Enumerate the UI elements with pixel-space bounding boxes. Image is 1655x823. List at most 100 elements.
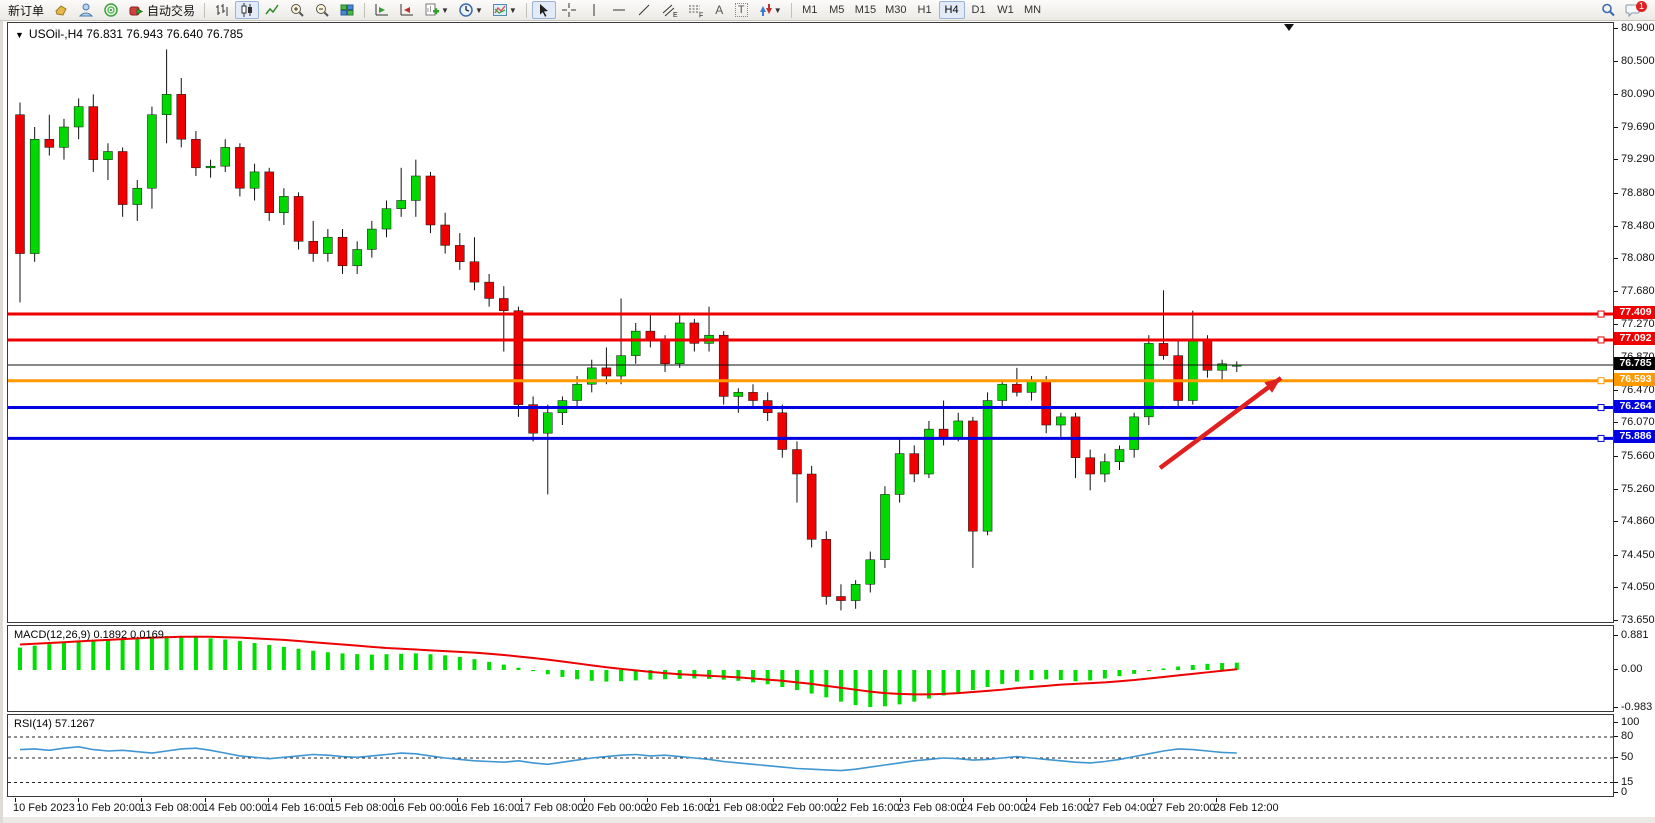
arrows-tool-button[interactable]: ▼	[753, 1, 786, 19]
zoom-in-button[interactable]	[285, 1, 309, 19]
price-tick-tickmark	[1614, 159, 1618, 161]
time-tickmark	[520, 798, 522, 802]
channel-tool-button[interactable]: E	[657, 1, 682, 19]
chart-title: ▼ USOil-,H4 76.831 76.943 76.640 76.785	[15, 27, 243, 41]
notifications-button[interactable]: 1	[1621, 1, 1647, 19]
price-tick-tickmark	[1614, 422, 1618, 424]
horizontal-line-tool-button[interactable]	[607, 1, 631, 19]
timeframe-button-m30[interactable]: M30	[885, 4, 907, 16]
level-price-badge: 77.409	[1614, 306, 1655, 320]
time-axis-label: 22 Feb 00:00	[771, 802, 837, 814]
timeframe-button-h1[interactable]: H1	[917, 4, 932, 16]
price-tick: 77.680	[1621, 284, 1655, 297]
rsi-label: RSI(14) 57.1267	[14, 718, 95, 730]
time-axis-label: 21 Feb 08:00	[708, 802, 774, 814]
price-tick-tickmark	[1614, 225, 1618, 227]
price-tick: 80.090	[1621, 88, 1655, 101]
macd-panel[interactable]: MACD(12,26,9) 0.1892 0.0169	[7, 625, 1614, 712]
macd-axis-tick-tickmark	[1614, 634, 1618, 636]
price-tick-tickmark	[1614, 94, 1618, 96]
timeframe-button-d1[interactable]: D1	[971, 4, 986, 16]
fibonacci-tool-glyph: F	[699, 13, 703, 19]
tile-windows-button[interactable]	[335, 1, 359, 19]
level-price-badge: 75.886	[1614, 430, 1655, 444]
current-price-badge: 76.785	[1614, 357, 1655, 370]
timeframe-button-mn[interactable]: MN	[1023, 4, 1042, 16]
macd-axis-tick-tickmark	[1614, 669, 1618, 670]
price-tick-tickmark	[1614, 258, 1618, 260]
time-axis-label: 27 Feb 20:00	[1150, 802, 1216, 814]
time-axis-label: 20 Feb 16:00	[645, 802, 710, 814]
price-tick: 76.070	[1621, 416, 1655, 429]
text-tool-glyph: A	[715, 3, 724, 17]
candlestick-chart-type-button[interactable]	[235, 1, 260, 19]
channel-tool-glyph: E	[673, 12, 678, 18]
trendline-tool-button[interactable]	[632, 1, 656, 19]
price-tick: 76.470	[1621, 383, 1655, 396]
auto-scroll-button[interactable]	[370, 1, 394, 19]
timeframe-button-h4[interactable]: H4	[938, 1, 965, 19]
level-price-badge: 76.593	[1614, 372, 1655, 386]
toolbar: 新订单 自动交易	[0, 0, 1655, 21]
price-chart-panel[interactable]: ▼ USOil-,H4 76.831 76.943 76.640 76.785	[7, 22, 1614, 623]
time-tickmark	[78, 798, 80, 802]
time-tickmark	[1089, 798, 1091, 802]
price-tick: 75.660	[1621, 449, 1655, 462]
time-tickmark	[899, 798, 901, 802]
rsi-plot[interactable]	[8, 715, 1613, 796]
time-axis-label: 24 Feb 00:00	[961, 802, 1026, 814]
line-chart-type-button[interactable]	[260, 1, 284, 19]
price-tick-tickmark	[1614, 587, 1618, 589]
price-axis[interactable]: 80.900 80.500 80.090 79.690 79.290 78.880 78.4…	[1614, 21, 1655, 798]
text-tool-button[interactable]: A	[709, 1, 730, 19]
price-tick: 78.480	[1621, 219, 1655, 232]
autotrading-button[interactable]: 自动交易	[124, 1, 199, 19]
periods-button[interactable]: ▼	[454, 1, 487, 19]
timeframe-button-m1[interactable]: M1	[802, 4, 818, 16]
price-tick-tickmark	[1614, 126, 1618, 128]
chart-shift-marker[interactable]	[1284, 24, 1294, 31]
timeframe-button-w1[interactable]: W1	[997, 4, 1014, 16]
timeframe-button-m15[interactable]: M15	[854, 4, 877, 16]
price-tick: 73.650	[1621, 614, 1655, 626]
time-tickmark	[267, 798, 269, 802]
signals-icon[interactable]	[99, 1, 123, 19]
price-tick-tickmark	[1614, 290, 1618, 292]
price-tick-tickmark	[1614, 389, 1618, 391]
rsi-axis-tick: 15	[1621, 775, 1634, 788]
macd-axis-tick: 0.00	[1621, 663, 1643, 675]
time-axis-label: 14 Feb 00:00	[202, 802, 268, 814]
price-tick: 79.690	[1621, 120, 1655, 133]
chevron-down-icon: ▼	[474, 5, 483, 15]
chart-title-text: USOil-,H4 76.831 76.943 76.640 76.785	[28, 27, 244, 41]
price-tick-tickmark	[1614, 620, 1618, 621]
indicators-button[interactable]: ▼	[488, 1, 521, 19]
price-tick-tickmark	[1614, 488, 1618, 490]
new-order-button[interactable]: 新订单	[4, 1, 48, 19]
price-tick: 74.860	[1621, 515, 1655, 528]
macd-plot[interactable]	[8, 626, 1613, 711]
time-tickmark	[331, 798, 332, 802]
chart-shift-button[interactable]	[395, 1, 419, 19]
time-axis[interactable]: 10 Feb 2023 10 Feb 20:00 13 Feb 08:00 14 Fe…	[7, 798, 1655, 816]
time-tickmark	[141, 798, 143, 802]
rsi-axis-tick-tickmark	[1614, 757, 1618, 758]
time-tickmark	[1026, 798, 1028, 802]
macd-axis-tick: -0.983	[1621, 700, 1653, 713]
bar-chart-type-button[interactable]	[210, 1, 234, 19]
zoom-out-button[interactable]	[310, 1, 334, 19]
fibonacci-tool-button[interactable]: F	[683, 1, 708, 19]
chevron-down-icon: ▼	[773, 5, 782, 15]
chart-dropdown-icon[interactable]: ▼	[15, 30, 24, 40]
rsi-panel[interactable]: RSI(14) 57.1267	[7, 714, 1614, 797]
accounts-icon[interactable]	[74, 1, 98, 19]
timeframe-button-m5[interactable]: M5	[829, 4, 845, 16]
candlestick-plot[interactable]	[8, 23, 1613, 622]
cursor-tool-button[interactable]	[531, 1, 556, 19]
new-chart-button[interactable]: ▼	[420, 1, 453, 19]
vertical-line-tool-button[interactable]	[582, 1, 606, 19]
history-center-icon[interactable]	[49, 1, 73, 19]
text-label-tool-button[interactable]: T	[731, 1, 752, 19]
crosshair-tool-button[interactable]	[557, 1, 581, 19]
search-button[interactable]	[1596, 1, 1620, 19]
